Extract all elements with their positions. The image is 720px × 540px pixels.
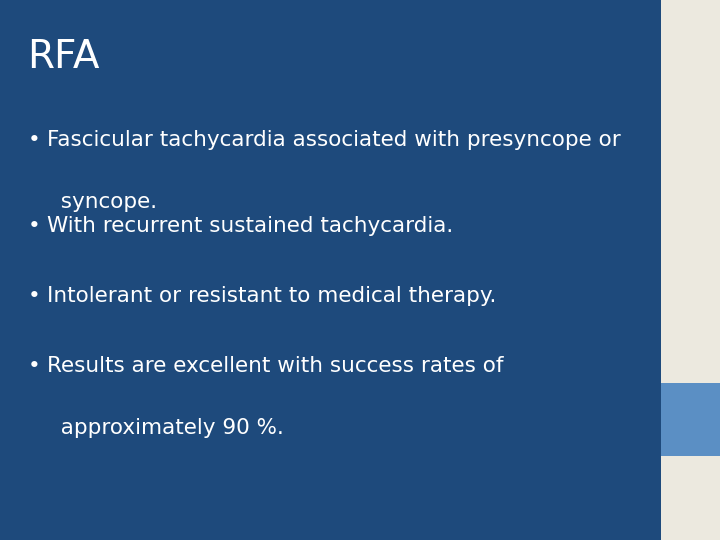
Text: •: • (28, 130, 41, 150)
Text: With recurrent sustained tachycardia.: With recurrent sustained tachycardia. (47, 216, 453, 236)
Text: syncope.: syncope. (47, 192, 157, 212)
Bar (661, 383, 720, 456)
Bar (661, 456, 720, 540)
Text: Fascicular tachycardia associated with presyncope or: Fascicular tachycardia associated with p… (47, 130, 621, 150)
Bar (661, 0, 720, 383)
Text: approximately 90 %.: approximately 90 %. (47, 418, 284, 438)
Text: •: • (28, 286, 41, 306)
Text: RFA: RFA (27, 38, 100, 76)
Text: Intolerant or resistant to medical therapy.: Intolerant or resistant to medical thera… (47, 286, 496, 306)
Text: •: • (28, 216, 41, 236)
Text: •: • (28, 356, 41, 376)
Text: Results are excellent with success rates of: Results are excellent with success rates… (47, 356, 503, 376)
